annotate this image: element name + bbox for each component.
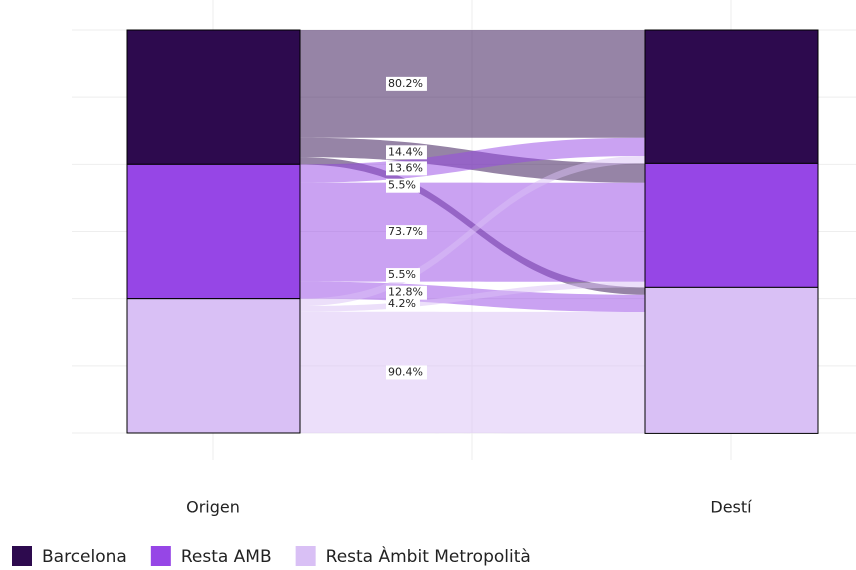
x-tick-label: Destí (710, 498, 752, 517)
destination-stratum (644, 29, 819, 164)
legend-label: Resta AMB (181, 547, 272, 567)
flow (300, 311, 645, 434)
flow-label-bg (386, 161, 427, 176)
legend-swatch (12, 546, 32, 566)
flow-label: 5.5% (388, 179, 416, 192)
flow-label: 80.2% (388, 77, 423, 90)
legend-label: Barcelona (42, 547, 127, 567)
x-axis: Origen Destí (186, 498, 752, 517)
flow-label-bg (386, 365, 427, 380)
flow-label-bg (386, 178, 420, 193)
flow-label-bg (386, 145, 427, 160)
flow-label-bg (386, 225, 427, 240)
flow-label: 14.4% (388, 145, 423, 158)
flow-label: 4.2% (388, 297, 416, 310)
flow-label-bg (386, 285, 427, 300)
flows (300, 30, 645, 434)
legend-label: Resta Àmbit Metropolità (326, 545, 531, 567)
flow (300, 156, 645, 307)
legend-swatch (295, 546, 316, 566)
destination-stratum (644, 162, 819, 288)
flow-label: 90.4% (388, 365, 423, 378)
flow-label: 5.5% (388, 268, 416, 281)
origin-stratum (126, 29, 301, 165)
flow (300, 30, 645, 138)
flow-label-bg (386, 76, 427, 91)
origin-stratum (126, 298, 301, 434)
legend-swatch (150, 546, 171, 566)
legend: Barcelona Resta AMB Resta Àmbit Metropolit… (12, 545, 531, 567)
flow-label-bg (386, 297, 420, 312)
origin-stratum (126, 163, 301, 300)
nodes (126, 29, 819, 434)
flow-label: 73.7% (388, 225, 423, 238)
x-tick-label: Origen (186, 498, 240, 517)
flow-label: 13.6% (388, 161, 423, 174)
destination-stratum (644, 286, 819, 434)
flow-label: 12.8% (388, 286, 423, 299)
flow-labels: 80.2% 14.4% 5.5% 13.6% 73.7% 12.8% 5.5% 4.2% 90.… (386, 76, 427, 380)
flow-label-bg (386, 268, 420, 283)
